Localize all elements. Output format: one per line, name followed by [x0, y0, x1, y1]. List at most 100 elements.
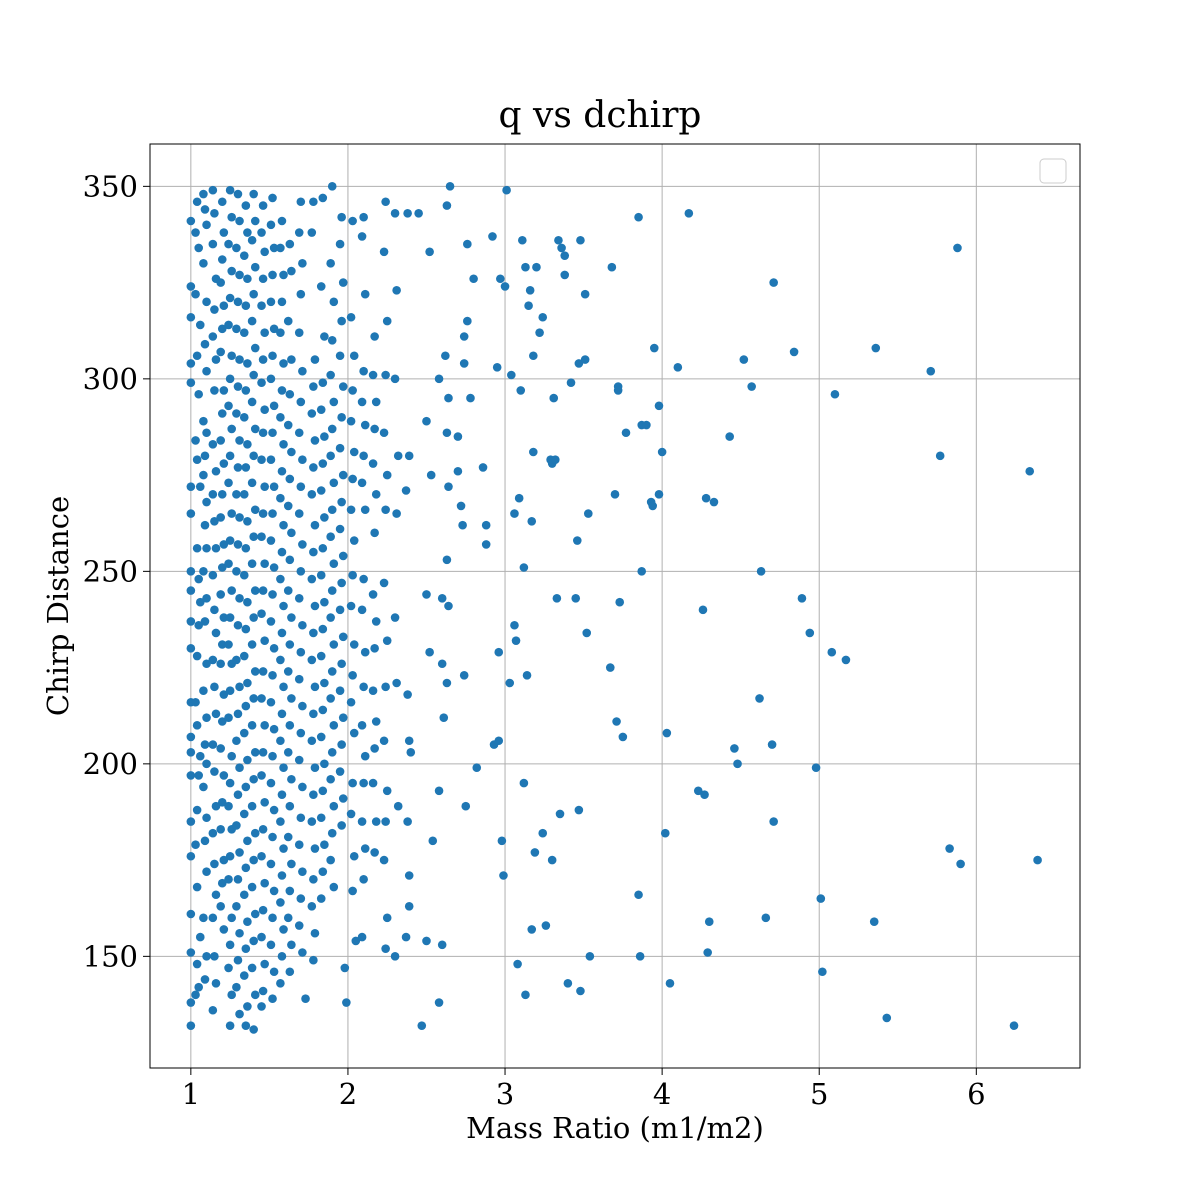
data-point: [390, 374, 400, 384]
data-point: [287, 266, 296, 276]
x-axis-ticks: 1 2 3 4 5 6: [182, 1068, 986, 1111]
data-point: [269, 644, 279, 653]
data-point: [320, 332, 329, 341]
data-point: [326, 451, 335, 461]
data-point: [541, 921, 551, 930]
data-point: [442, 201, 452, 210]
data-point: [258, 825, 268, 834]
data-point: [269, 324, 279, 334]
data-point: [186, 216, 196, 226]
data-point: [285, 474, 295, 484]
data-point: [186, 1021, 196, 1030]
data-point: [327, 505, 337, 515]
data-point: [401, 486, 411, 495]
data-point: [307, 902, 317, 911]
data-point: [466, 393, 475, 403]
data-point: [346, 505, 356, 515]
data-point: [200, 520, 210, 530]
data-point: [459, 332, 469, 341]
data-point: [227, 424, 236, 434]
data-point: [239, 809, 249, 819]
data-point: [309, 709, 318, 719]
data-point: [219, 228, 229, 237]
data-point: [276, 413, 285, 422]
data-point: [224, 801, 233, 811]
data-point: [327, 182, 337, 191]
data-point: [287, 694, 296, 703]
data-point: [243, 228, 252, 237]
data-point: [260, 328, 269, 337]
data-point: [210, 209, 219, 218]
grid: [150, 144, 1080, 1068]
data-point: [232, 821, 241, 830]
data-point: [318, 459, 328, 468]
data-point: [186, 509, 196, 518]
data-point: [841, 655, 851, 665]
data-point: [437, 940, 447, 950]
data-point: [235, 355, 244, 364]
data-point: [219, 855, 229, 865]
data-point: [437, 594, 447, 603]
data-point: [191, 697, 200, 707]
data-point: [276, 655, 285, 665]
data-point: [241, 301, 251, 311]
data-point: [186, 998, 196, 1007]
data-point: [287, 774, 296, 784]
data-point: [257, 228, 266, 237]
data-point: [202, 428, 211, 438]
data-point: [298, 620, 307, 630]
y-tick-label: 250: [83, 554, 138, 588]
data-point: [607, 262, 617, 272]
data-point: [298, 455, 307, 465]
data-point: [953, 243, 962, 253]
data-point: [456, 501, 466, 511]
data-point: [326, 532, 335, 541]
data-point: [346, 416, 356, 426]
data-point: [200, 975, 210, 984]
data-point: [268, 671, 277, 680]
data-point: [346, 697, 356, 707]
data-point: [266, 374, 276, 384]
data-point: [316, 486, 326, 495]
y-tick-label: 300: [83, 362, 138, 396]
data-point: [199, 913, 208, 923]
data-point: [191, 840, 200, 849]
data-point: [217, 324, 227, 334]
data-point: [382, 316, 392, 326]
data-point: [216, 436, 225, 445]
data-point: [239, 251, 249, 260]
data-point: [199, 686, 208, 695]
data-point: [348, 386, 357, 395]
data-point: [241, 701, 251, 711]
data-point: [249, 532, 258, 541]
data-point: [202, 297, 211, 307]
data-point: [469, 274, 478, 284]
data-point: [199, 782, 208, 792]
data-point: [199, 567, 208, 576]
data-point: [357, 397, 367, 407]
data-point: [316, 405, 326, 414]
data-point: [208, 655, 218, 665]
data-point: [227, 751, 236, 761]
data-point: [219, 301, 229, 311]
data-point: [269, 886, 279, 896]
data-point: [444, 393, 453, 403]
data-point: [217, 409, 227, 418]
data-point: [441, 351, 450, 361]
x-tick-label: 2: [339, 1077, 357, 1111]
data-point: [660, 828, 670, 838]
data-point: [210, 767, 219, 776]
data-point: [368, 590, 378, 599]
data-point: [346, 601, 356, 611]
data-point: [194, 982, 203, 992]
data-point: [496, 274, 505, 284]
y-axis-label: Chirp Distance: [41, 496, 75, 716]
data-point: [224, 640, 233, 649]
data-point: [186, 948, 196, 957]
data-point: [239, 328, 249, 337]
data-point: [202, 366, 211, 376]
data-point: [357, 232, 367, 241]
data-point: [318, 867, 328, 876]
data-point: [277, 628, 287, 638]
data-point: [337, 740, 346, 749]
